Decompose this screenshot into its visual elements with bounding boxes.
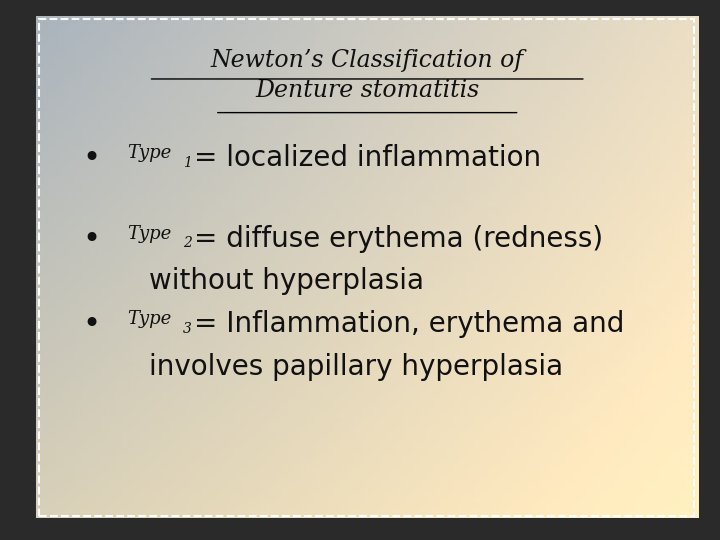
- Text: •: •: [82, 144, 101, 173]
- Text: = localized inflammation: = localized inflammation: [194, 144, 541, 172]
- Text: 3: 3: [183, 321, 192, 335]
- Text: = Inflammation, erythema and: = Inflammation, erythema and: [194, 310, 624, 338]
- Text: Newton’s Classification of: Newton’s Classification of: [211, 49, 523, 72]
- Text: 2: 2: [183, 236, 192, 250]
- Text: •: •: [82, 225, 101, 254]
- Text: •: •: [82, 310, 101, 339]
- Text: Type: Type: [127, 144, 171, 162]
- Text: without hyperplasia: without hyperplasia: [148, 267, 423, 295]
- Text: Denture stomatitis: Denture stomatitis: [255, 79, 480, 102]
- Text: Type: Type: [127, 310, 171, 328]
- Text: involves papillary hyperplasia: involves papillary hyperplasia: [148, 353, 563, 381]
- Text: = diffuse erythema (redness): = diffuse erythema (redness): [194, 225, 603, 253]
- Text: Type: Type: [127, 225, 171, 242]
- Text: 1: 1: [183, 156, 192, 170]
